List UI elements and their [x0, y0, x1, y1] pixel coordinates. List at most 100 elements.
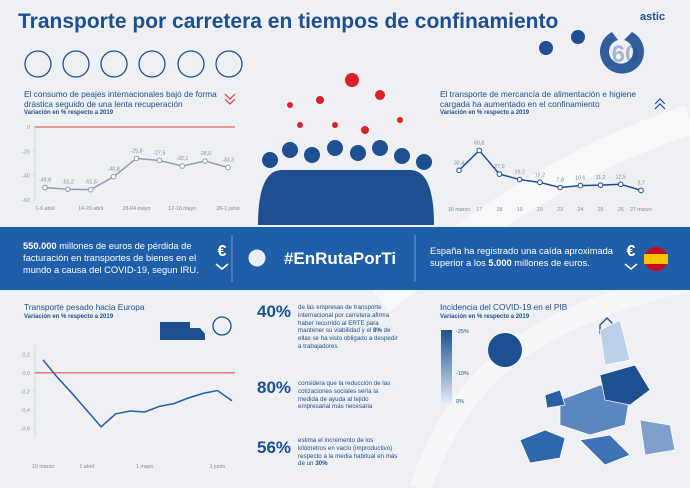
- text: millones de euros.: [511, 258, 590, 269]
- y-tick-label: -0,4: [21, 408, 30, 414]
- banner-left: 550.000 millones de euros de pérdida de …: [23, 240, 213, 276]
- decor: € €: [0, 30, 690, 488]
- point: [638, 187, 644, 194]
- x-tick-label: 20: [537, 207, 543, 213]
- value-label: 7,8: [556, 178, 563, 184]
- value-label: 12,5: [616, 174, 626, 180]
- text: de las empresas de transporte internacio…: [298, 304, 390, 335]
- point: [110, 173, 117, 180]
- x-tick-label: 25: [598, 207, 604, 213]
- point: [537, 179, 543, 186]
- x-tick-label: 19: [517, 207, 523, 213]
- y-tick-label: -0,2: [21, 390, 30, 396]
- legend-label: 0%: [456, 399, 464, 405]
- x-tick-label: 17: [476, 207, 482, 213]
- value-label: 27,0: [494, 164, 504, 170]
- point: [42, 184, 48, 191]
- x-tick-label: 1-6 abril: [35, 206, 54, 212]
- point: [225, 164, 231, 171]
- line: [458, 149, 642, 192]
- point: [516, 176, 523, 183]
- value-label: 3,7: [637, 180, 644, 186]
- value-label: 32,4: [454, 160, 464, 166]
- logo: astic: [640, 11, 665, 23]
- value-label: 10,6: [575, 176, 585, 182]
- y-tick-label: -40: [22, 174, 30, 180]
- legend-label: -10%: [456, 371, 469, 377]
- x-tick-label: 1 junio: [210, 464, 226, 470]
- x-tick-label: 23: [557, 207, 563, 213]
- value-label: -51,2: [62, 179, 74, 185]
- y-tick-label: 0,0: [22, 371, 30, 377]
- value-label: -28,0: [199, 151, 211, 157]
- logo-number: 60: [612, 41, 639, 68]
- point: [65, 186, 71, 193]
- x-tick-label: 16 marzo: [448, 207, 470, 213]
- point: [476, 147, 483, 154]
- value-label: -32,1: [176, 156, 188, 162]
- highlight: 5.000: [488, 258, 512, 269]
- point: [133, 155, 140, 162]
- x-tick-label: 10 marzo: [32, 464, 54, 470]
- x-tick-label: 27 marzo: [630, 207, 652, 213]
- y-tick-label: 0: [27, 125, 30, 131]
- stat-number: 56%: [257, 438, 292, 457]
- value-label: -25,8: [130, 148, 142, 154]
- hashtag: #EnRutaPorTi: [284, 249, 396, 268]
- point: [597, 182, 604, 188]
- title: Transporte por carretera en tiempos de c…: [18, 10, 558, 33]
- chart-subtitle: Variación en % respecto a 2019: [24, 110, 114, 116]
- point: [202, 158, 208, 164]
- svg-text:€: €: [218, 243, 227, 260]
- legend-label: -25%: [456, 329, 469, 335]
- map-subtitle: Variación en % respecto a 2019: [440, 314, 530, 320]
- point: [557, 184, 563, 191]
- stat-number: 80%: [257, 378, 292, 397]
- point: [156, 157, 163, 164]
- x-tick-label: 24: [577, 207, 583, 213]
- text: considera que la reducción de las cotiza…: [298, 380, 391, 411]
- y-tick-label: -20: [22, 149, 30, 155]
- value-label: 11,2: [596, 175, 606, 181]
- map-title: Incidencia del COVID-19 en el PIB: [440, 302, 568, 312]
- chart-subtitle: Variación en % respecto a 2019: [440, 110, 530, 116]
- chart-title: Transporte pesado hacia Europa: [24, 302, 145, 312]
- point: [456, 167, 462, 174]
- value-label: 19,2: [515, 170, 525, 176]
- text: España ha registrado una caída aproximad…: [430, 246, 613, 269]
- value-label: 15,2: [535, 172, 545, 178]
- svg-text:€: €: [627, 243, 636, 260]
- text: estima el incremento de los kilómetros e…: [298, 437, 398, 468]
- x-tick-label: 1 abril: [79, 464, 93, 470]
- y-tick-label: -60: [22, 198, 30, 204]
- point: [179, 163, 186, 169]
- stat-text: estima el incremento de los kilómetros e…: [298, 437, 400, 468]
- x-tick-label: 26: [618, 207, 624, 213]
- y-tick-label: 0,2: [22, 352, 30, 358]
- value-label: -27,5: [153, 150, 165, 156]
- point: [87, 186, 94, 193]
- point: [496, 171, 503, 177]
- x-tick-label: 26-1 junio: [216, 206, 239, 212]
- highlight: 30%: [315, 460, 328, 468]
- highlight: 8%: [372, 327, 382, 335]
- line: [42, 359, 233, 428]
- text: millones de euros de pérdida de facturac…: [23, 241, 199, 276]
- x-tick-label: 14-20 abril: [78, 206, 103, 212]
- chart-title: El consumo de peajes internacionales baj…: [24, 89, 217, 109]
- highlight: 550.000: [23, 241, 57, 251]
- x-tick-label: 1 mayo: [136, 464, 153, 470]
- x-tick-label: 28-04 mayo: [123, 206, 151, 212]
- x-tick-label: 12-18 mayo: [168, 206, 196, 212]
- value-label: 60,8: [474, 140, 484, 146]
- chart-title: El transporte de mercancía de alimentaci…: [440, 89, 637, 109]
- stat-number: 40%: [257, 302, 292, 321]
- text: de ellas se ha visto obligado a despedir…: [298, 327, 398, 350]
- point: [577, 182, 584, 189]
- value-label: -33,3: [222, 158, 234, 164]
- value-label: -40,8: [108, 167, 120, 173]
- stat-text: considera que la reducción de las cotiza…: [298, 380, 400, 411]
- value-label: -49,8: [39, 178, 51, 184]
